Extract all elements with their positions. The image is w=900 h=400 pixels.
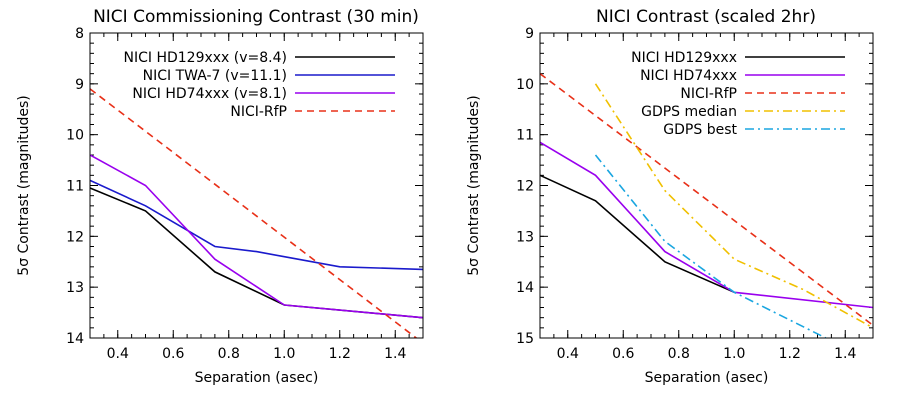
x-tick-label: 0.8	[668, 346, 690, 362]
legend-label: NICI-RfP	[680, 86, 737, 102]
plot-frame	[89, 32, 424, 339]
legend-label: NICI HD74xxx (v=8.1)	[132, 86, 287, 102]
y-tick-label: 12	[516, 179, 534, 195]
x-tick-label: 1.2	[779, 346, 801, 362]
y-tick-label: 12	[66, 229, 84, 245]
series-line-nici-rfp	[540, 73, 873, 326]
legend-label: NICI HD129xxx (v=8.4)	[124, 50, 288, 66]
legend-label: NICI-RfP	[230, 104, 287, 120]
legend-label: NICI HD74xxx	[640, 68, 737, 84]
y-tick-label: 11	[66, 179, 84, 195]
y-tick-label: 10	[66, 128, 84, 144]
y-tick-label: 11	[516, 128, 534, 144]
x-tick-label: 0.6	[162, 346, 184, 362]
x-tick-label: 1.0	[273, 346, 295, 362]
x-tick-label: 1.0	[723, 346, 745, 362]
x-axis-label: Separation (asec)	[195, 370, 319, 386]
x-axis-label: Separation (asec)	[645, 370, 769, 386]
x-tick-label: 0.4	[557, 346, 579, 362]
y-tick-label: 10	[516, 77, 534, 93]
series-line-nici-hd129xxx-v-8-4-	[90, 187, 423, 319]
y-tick-label: 9	[75, 77, 84, 93]
legend: NICI HD129xxx NICI HD74xxx NICI-RfP GDPS me…	[631, 50, 845, 138]
x-tick-label: 0.8	[218, 346, 240, 362]
series-line-gdps-median	[594, 83, 873, 329]
y-axis-label: 5σ Contrast (magnitudes)	[466, 95, 482, 275]
series-line-nici-hd74xxx-v-8-1-	[90, 154, 423, 319]
series-group	[90, 88, 423, 338]
series-group	[540, 73, 873, 338]
series-line-gdps-best	[594, 154, 827, 338]
legend-label: GDPS median	[641, 104, 737, 120]
legend-label: NICI HD129xxx	[631, 50, 737, 66]
y-tick-label: 15	[516, 331, 534, 347]
y-tick-label: 13	[516, 229, 534, 245]
series-line-nici-hd74xxx	[540, 141, 873, 309]
y-tick-label: 9	[525, 26, 534, 42]
plot-frame	[539, 32, 874, 339]
legend: NICI HD129xxx (v=8.4) NICI TWA-7 (v=11.1)…	[124, 50, 395, 120]
x-tick-label: 0.6	[612, 346, 634, 362]
y-axis-label: 5σ Contrast (magnitudes)	[16, 95, 32, 275]
legend-label: NICI TWA-7 (v=11.1)	[143, 68, 287, 84]
chart-panel-2: NICI Contrast (scaled 2hr) 0.4 0.6 0.8 1.0 1.…	[466, 7, 874, 386]
series-line-nici-hd129xxx	[540, 174, 735, 294]
x-tick-label: 0.4	[107, 346, 129, 362]
chart-title: NICI Contrast (scaled 2hr)	[596, 7, 816, 27]
x-tick-label: 1.2	[329, 346, 351, 362]
y-tick-label: 14	[516, 280, 534, 296]
x-tick-label: 1.4	[834, 346, 856, 362]
x-tick-label: 1.4	[384, 346, 406, 362]
y-tick-label: 8	[75, 26, 84, 42]
series-line-nici-rfp	[90, 88, 418, 338]
y-tick-label: 13	[66, 280, 84, 296]
y-tick-label: 14	[66, 331, 84, 347]
legend-label: GDPS best	[663, 122, 737, 138]
chart-panel-1: NICI Commissioning Contrast (30 min) 0.4 0…	[16, 7, 424, 386]
chart-title: NICI Commissioning Contrast (30 min)	[93, 7, 419, 27]
series-line-nici-twa-7-v-11-1-	[90, 179, 423, 271]
